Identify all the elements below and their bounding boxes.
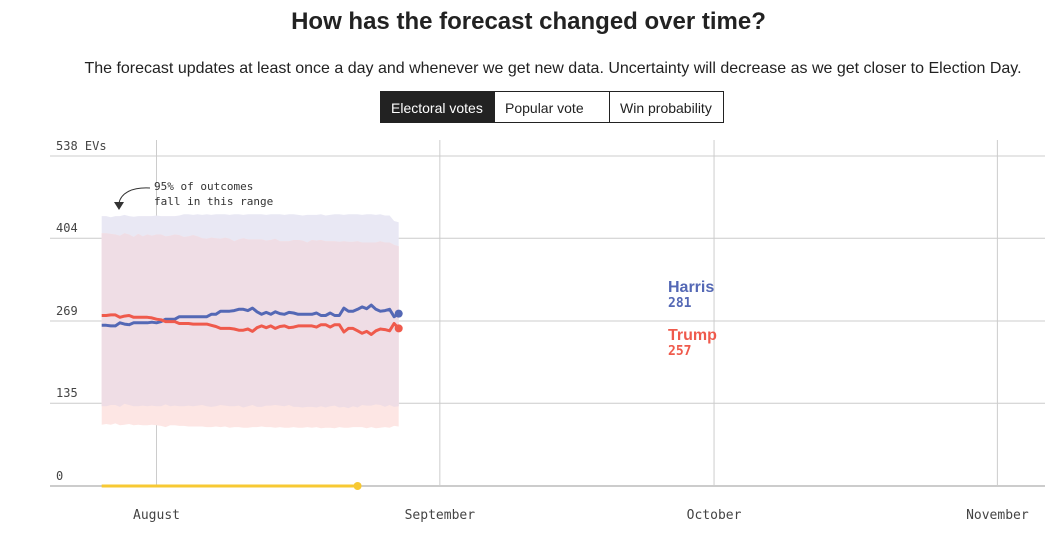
y-tick-label: 538 EVs — [56, 139, 107, 153]
trump-label: Trump — [668, 327, 717, 344]
tab-popular-vote[interactable]: Popular vote — [494, 91, 610, 123]
trump-end-point — [394, 324, 403, 333]
harris-line — [101, 303, 400, 328]
y-tick-label: 269 — [56, 304, 78, 318]
y-tick-label: 0 — [56, 469, 63, 483]
harris-label: Harris — [668, 279, 714, 296]
y-tick-label: 404 — [56, 221, 78, 235]
trump-line — [101, 313, 400, 336]
tab-win-probability[interactable]: Win probability — [609, 91, 724, 123]
harris-value: 281 — [668, 296, 692, 311]
range-annotation: 95% of outcomes fall in this range — [114, 180, 273, 210]
x-axis-labels: August September October November — [133, 508, 1029, 523]
view-tabs: Electoral votes Popular vote Win probabi… — [380, 91, 724, 123]
annotation-arrow-icon — [118, 187, 151, 204]
trump-value: 257 — [668, 344, 691, 359]
x-tick-label: September — [405, 508, 476, 523]
y-axis-labels: 538 EVs 404 269 135 0 — [56, 139, 107, 483]
harris-end-point — [394, 309, 403, 318]
x-tick-label: August — [133, 508, 180, 523]
time-tracker[interactable] — [101, 482, 362, 490]
x-tick-label: October — [687, 508, 742, 523]
tab-electoral-votes[interactable]: Electoral votes — [380, 91, 495, 123]
annotation-arrowhead-icon — [114, 202, 124, 210]
annotation-text: 95% of outcomes fall in this range — [154, 180, 273, 208]
chart-title: How has the forecast changed over time? — [291, 8, 766, 35]
tracker-handle[interactable] — [353, 482, 362, 490]
chart-subtitle: The forecast updates at least once a day… — [84, 60, 1022, 77]
overlap-range-band — [101, 233, 399, 409]
y-tick-label: 135 — [56, 386, 78, 400]
series-lines — [101, 303, 403, 336]
x-tick-label: November — [966, 508, 1029, 523]
